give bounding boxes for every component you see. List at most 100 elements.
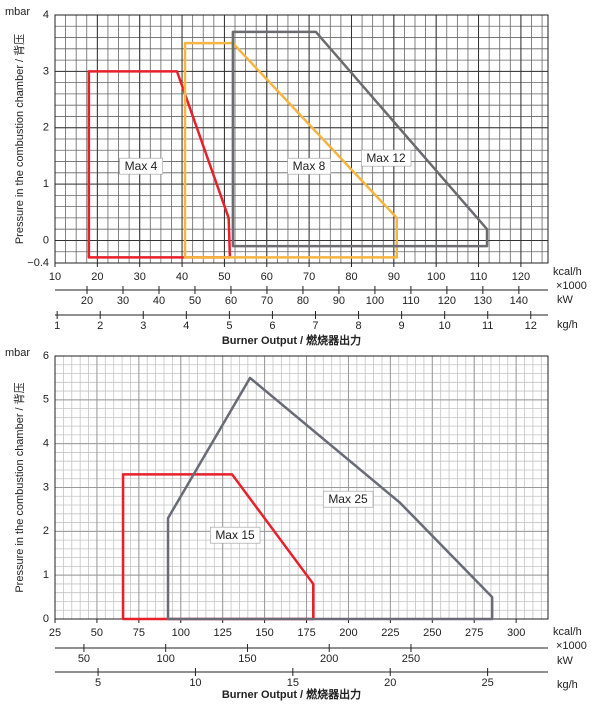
series-label: Max 8 (293, 159, 326, 173)
x-tick-label: 20 (91, 271, 103, 283)
y-tick-label: 0 (43, 613, 49, 625)
y-tick-label: 4 (43, 9, 49, 21)
secondary-tick-label: 150 (238, 653, 256, 665)
x-tick-label: 150 (255, 627, 273, 639)
x-tick-label: 110 (470, 271, 488, 283)
x-tick-label: 90 (388, 271, 400, 283)
x-axis-title: Burner Output / 燃烧器出力 (222, 687, 361, 701)
secondary-axis-unit: kg/h (557, 319, 578, 331)
x-tick-label: 75 (133, 627, 145, 639)
y-unit: mbar (5, 347, 30, 359)
x-tick-label: 120 (512, 271, 530, 283)
secondary-tick-label: 1 (54, 320, 60, 332)
y-tick-label: 1 (43, 178, 49, 190)
series-outline (166, 376, 494, 621)
x-tick-label: 80 (345, 271, 357, 283)
x-tick-label: 100 (172, 627, 190, 639)
secondary-tick-label: 5 (95, 677, 101, 689)
series-outline (121, 473, 315, 621)
secondary-tick-label: 11 (482, 320, 493, 332)
y-tick-label: 5 (43, 394, 49, 406)
x-tick-label: 100 (427, 271, 445, 283)
y-axis-title: Pressure in the combustion chamber / 背压 (12, 382, 26, 592)
secondary-tick-label: 40 (153, 295, 165, 307)
secondary-tick-label: 15 (287, 677, 299, 689)
x-tick-label: 30 (134, 271, 146, 283)
y-tick-label: 3 (43, 65, 49, 77)
y-tick-label: 3 (43, 481, 49, 493)
x-tick-label: 300 (507, 627, 525, 639)
secondary-tick-label: 50 (189, 295, 201, 307)
x-tick-label: 50 (218, 271, 230, 283)
y-tick-label: 4 (43, 438, 49, 450)
series-outline (87, 70, 232, 259)
secondary-axis-unit: kW (557, 294, 574, 306)
x-tick-label: 70 (303, 271, 315, 283)
x-tick-label: 225 (381, 627, 399, 639)
secondary-tick-label: 10 (439, 320, 451, 332)
y-tick-label: 1 (43, 569, 49, 581)
y-tick-label: 6 (43, 350, 49, 362)
secondary-tick-label: 110 (402, 295, 420, 307)
x-tick-label: 200 (339, 627, 357, 639)
x-unit: kcal/h (553, 266, 582, 278)
y-tick-label: 2 (43, 525, 49, 537)
secondary-tick-label: 9 (399, 320, 405, 332)
series-label-box (323, 490, 374, 508)
x-tick-label: 275 (465, 627, 483, 639)
series-label-group: Max 4 (119, 157, 163, 175)
secondary-tick-label: 250 (402, 653, 420, 665)
plot-frame (54, 14, 549, 264)
secondary-tick-label: 50 (78, 653, 90, 665)
secondary-tick-label: 10 (189, 677, 201, 689)
series-label: Max 15 (215, 528, 255, 542)
series-label-group: Max 25 (323, 490, 374, 508)
secondary-tick-label: 25 (481, 677, 493, 689)
x-tick-label: 250 (423, 627, 441, 639)
secondary-tick-label: 20 (384, 677, 396, 689)
secondary-tick-label: 2 (97, 320, 103, 332)
x-tick-label: 60 (261, 271, 273, 283)
x-multiplier: ×1000 (556, 640, 587, 652)
series-label-box (119, 157, 163, 175)
x-tick-label: 40 (176, 271, 188, 283)
y-unit: mbar (5, 6, 30, 18)
series-outline (231, 30, 489, 248)
x-tick-label: 125 (214, 627, 232, 639)
secondary-tick-label: 60 (225, 295, 237, 307)
secondary-tick-label: 30 (117, 295, 129, 307)
secondary-tick-label: 100 (157, 653, 175, 665)
secondary-tick-label: 4 (183, 320, 189, 332)
secondary-tick-label: 90 (333, 295, 345, 307)
secondary-axis-unit: kg/h (557, 679, 578, 691)
x-unit: kcal/h (553, 626, 582, 638)
series-label-box (287, 157, 331, 175)
x-multiplier: ×1000 (556, 280, 587, 292)
secondary-tick-label: 70 (261, 295, 273, 307)
x-tick-label: 50 (91, 627, 103, 639)
series-outline (183, 41, 399, 259)
secondary-tick-label: 200 (320, 653, 338, 665)
secondary-tick-label: 80 (297, 295, 309, 307)
secondary-tick-label: 8 (355, 320, 361, 332)
series-label-group: Max 8 (287, 157, 331, 175)
y-axis-title: Pressure in the combustion chamber / 背压 (12, 34, 26, 244)
series-label: Max 4 (125, 159, 158, 173)
x-tick-label: 25 (49, 627, 61, 639)
series-label: Max 25 (328, 492, 368, 506)
y-tick-label: 0 (43, 234, 49, 246)
secondary-tick-label: 130 (474, 295, 492, 307)
y-tick-label: 2 (43, 122, 49, 134)
x-tick-label: 175 (297, 627, 315, 639)
secondary-tick-label: 140 (510, 295, 528, 307)
series-label-group: Max 12 (361, 149, 412, 167)
secondary-tick-label: 7 (312, 320, 318, 332)
x-tick-label: 10 (49, 271, 61, 283)
x-axis-title: Burner Output / 燃烧器出力 (222, 333, 361, 347)
series-label-box (210, 526, 261, 544)
secondary-tick-label: 5 (226, 320, 232, 332)
secondary-tick-label: 12 (525, 320, 537, 332)
secondary-tick-label: 100 (366, 295, 384, 307)
y-tick-label: −0.4 (27, 257, 49, 269)
